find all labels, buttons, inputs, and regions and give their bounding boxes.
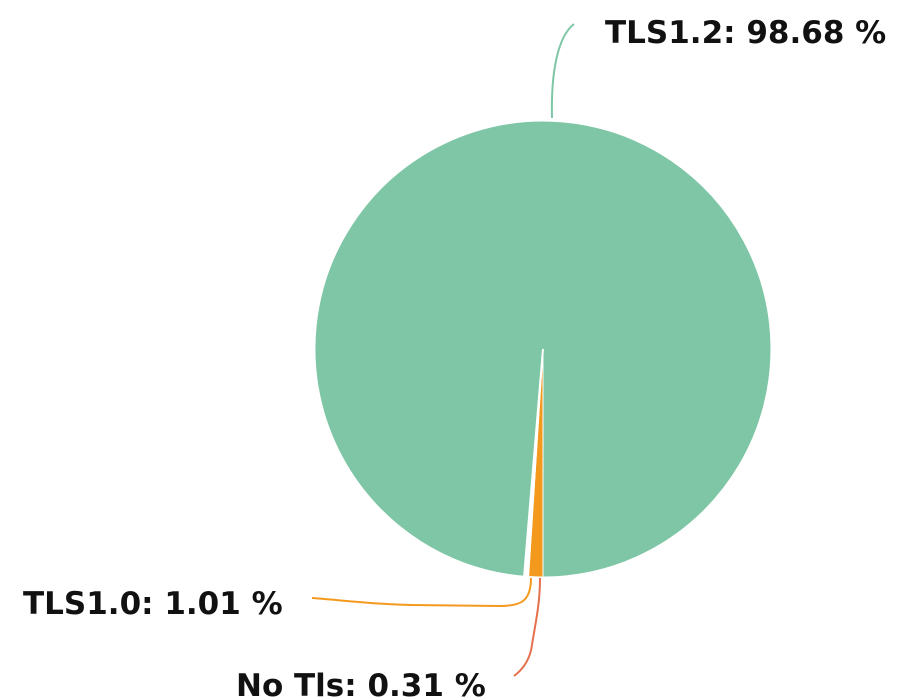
leader-lines bbox=[311, 23, 575, 677]
data-label-tls1-2: TLS1.2: 98.68 % bbox=[605, 15, 886, 51]
leader-line-tls1-2 bbox=[550, 23, 575, 119]
leader-line-tls1-0 bbox=[311, 577, 532, 608]
data-label-tls1-0: TLS1.0: 1.01 % bbox=[23, 586, 283, 622]
pie-slices bbox=[314, 120, 772, 578]
data-label-no-tls: No Tls: 0.31 % bbox=[236, 668, 486, 699]
data-labels: TLS1.2: 98.68 % TLS1.0: 1.01 % No Tls: 0.3… bbox=[23, 15, 886, 699]
slice-separator bbox=[523, 348, 544, 577]
leader-line-no-tls bbox=[513, 577, 541, 677]
